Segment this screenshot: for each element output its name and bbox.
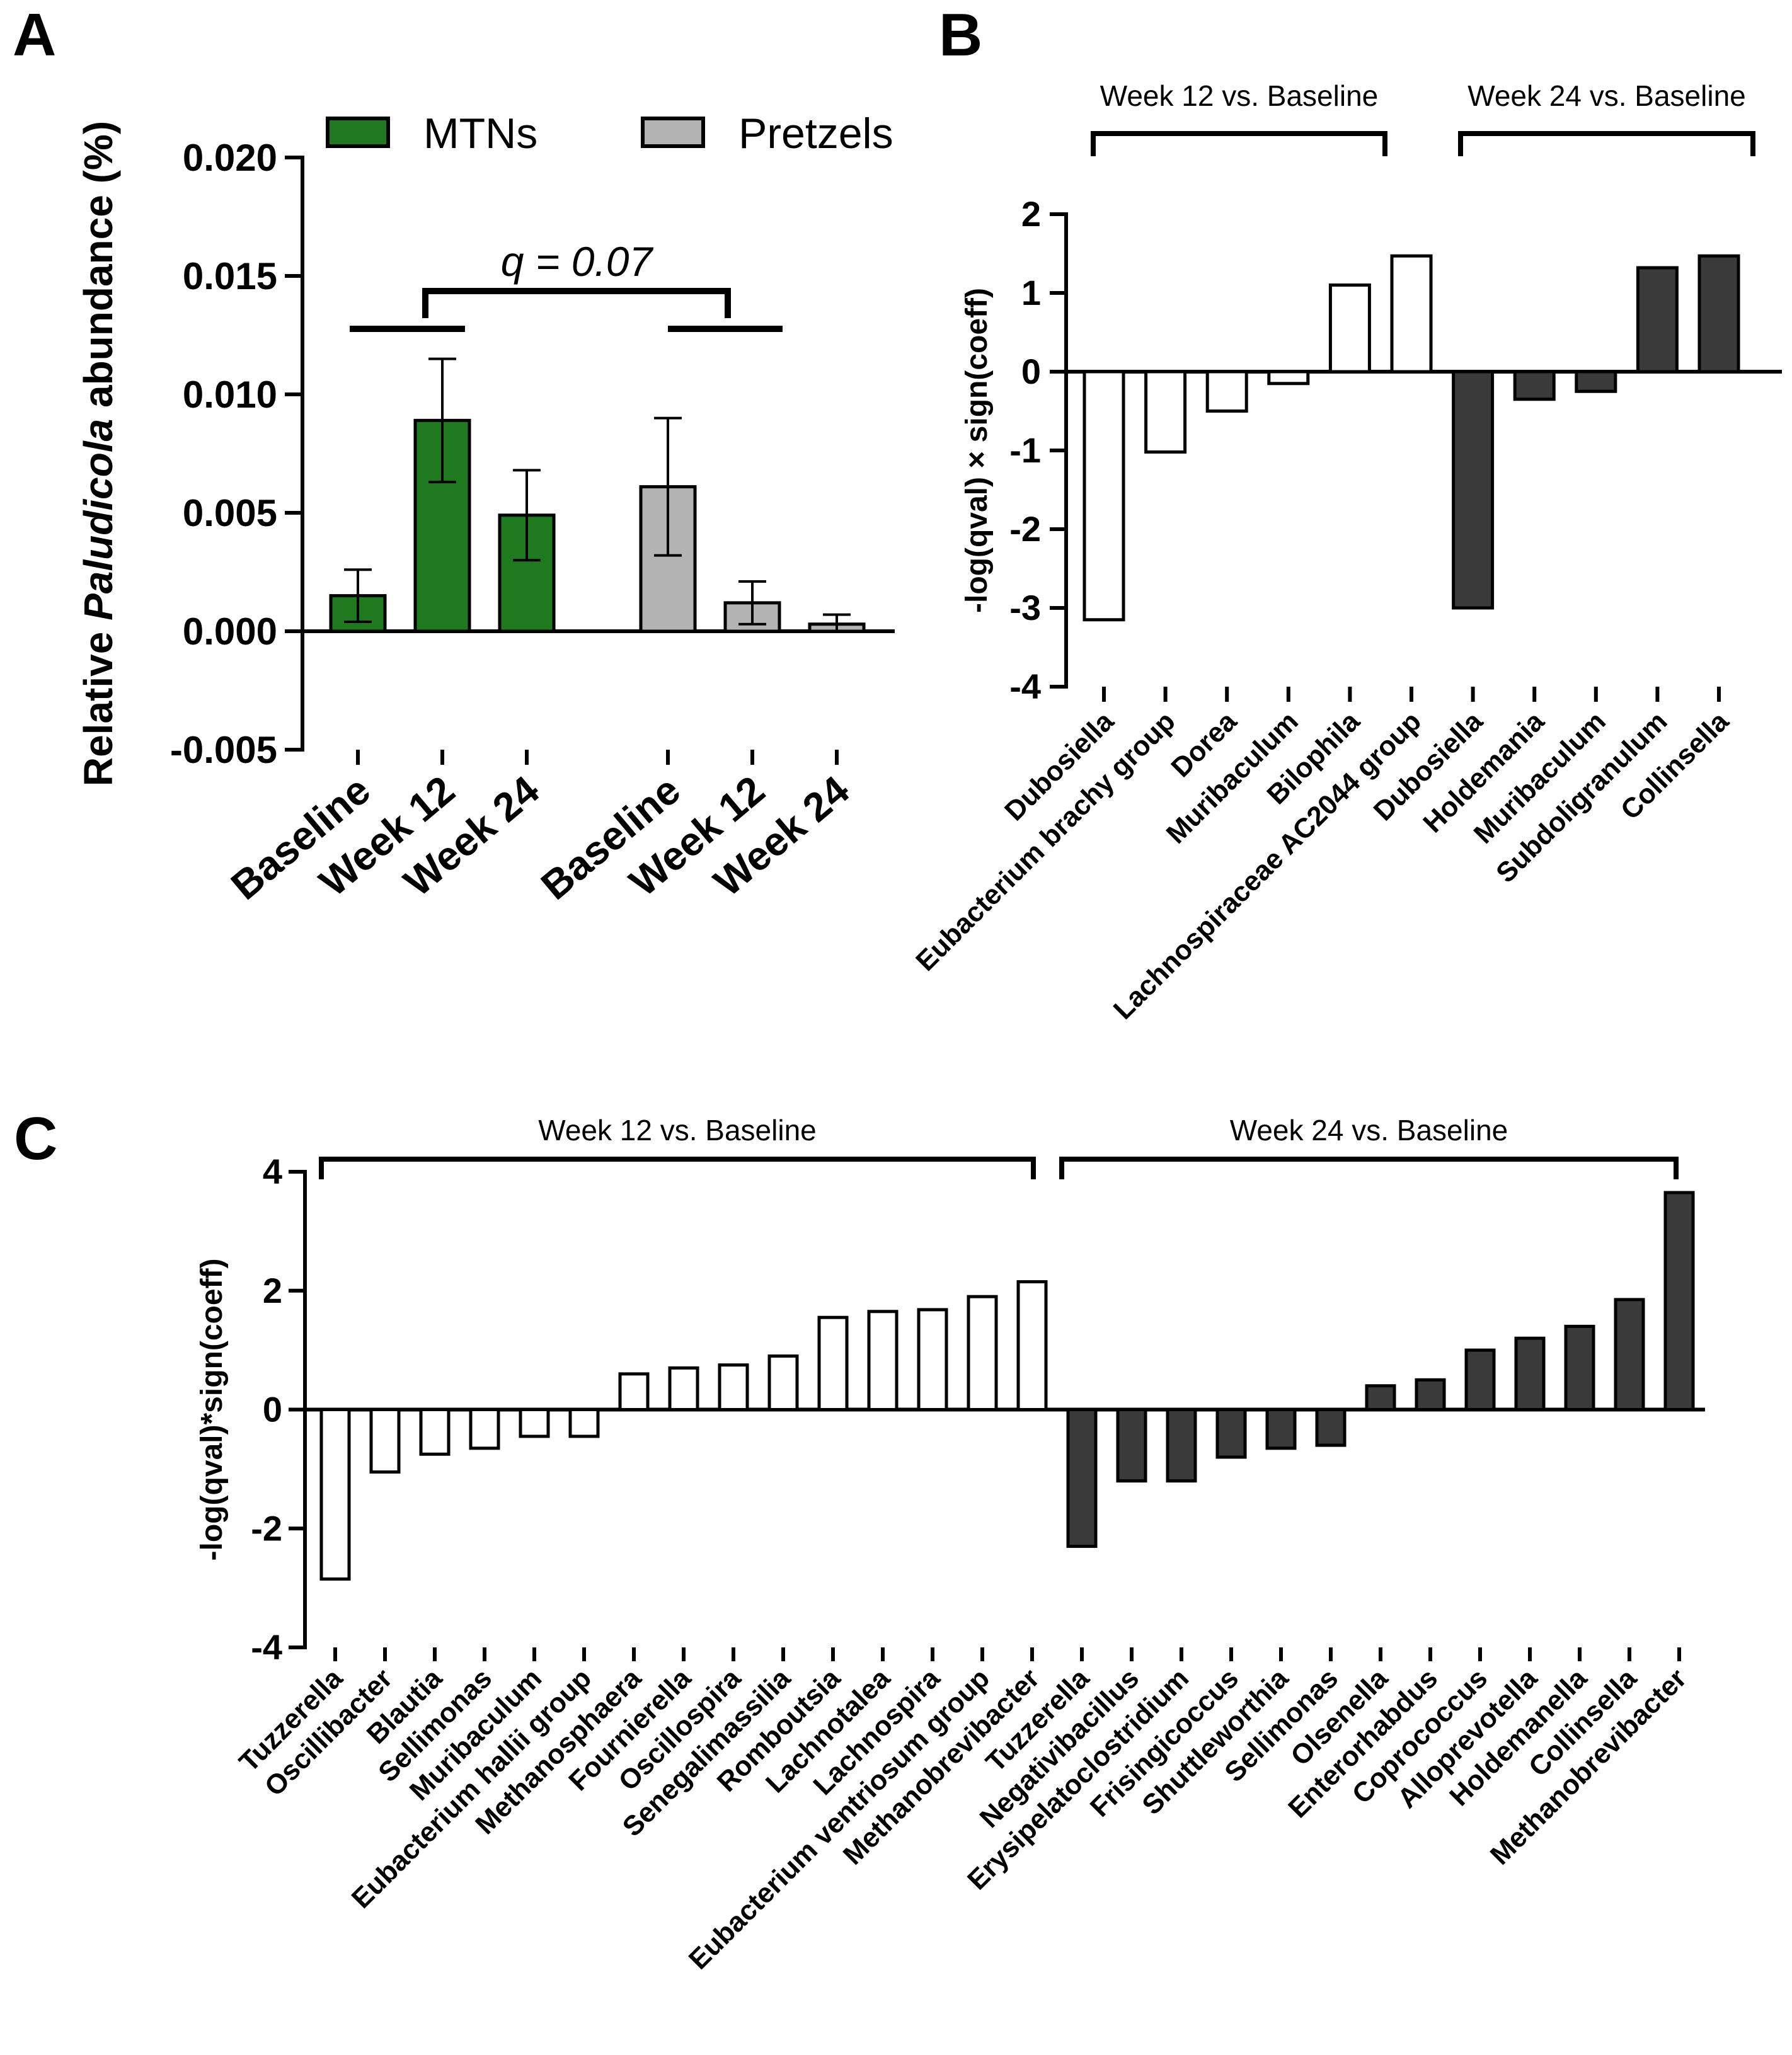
bar-w24-frisingicoccus bbox=[1217, 1410, 1245, 1458]
bar-w12-dorea bbox=[1207, 372, 1246, 411]
y-tick-label: -2 bbox=[1009, 509, 1041, 549]
bar-w24-methanobrevibacter bbox=[1665, 1193, 1693, 1409]
y-tick-label: -4 bbox=[251, 1627, 282, 1667]
bar-w12-dubosiella bbox=[1084, 372, 1123, 620]
comparison-label: Week 12 vs. Baseline bbox=[1100, 79, 1379, 112]
legend-swatch-mtns bbox=[328, 118, 388, 146]
bar-w12-muribaculum bbox=[520, 1410, 548, 1436]
comparison-label: Week 24 vs. Baseline bbox=[1467, 79, 1746, 112]
y-axis-label: -log(qval) × sign(coeff) bbox=[960, 288, 994, 613]
bar-w12-lachnospira bbox=[919, 1310, 946, 1410]
bar-w24-negativibacillus bbox=[1118, 1410, 1146, 1481]
q-value-annotation: q = 0.07 bbox=[501, 238, 654, 285]
bar-w12-methanosphaera bbox=[620, 1374, 648, 1410]
panel-label-c: C bbox=[14, 1105, 57, 1172]
bar-w12-eubacterium-ventriosum-group bbox=[968, 1297, 996, 1409]
figure: A Relative Paludicola abundance (%) -0.005… bbox=[0, 0, 1792, 2055]
y-tick-label: -2 bbox=[251, 1508, 282, 1548]
y-axis-label: Relative Paludicola abundance (%) bbox=[76, 121, 121, 786]
panel-a: A Relative Paludicola abundance (%) -0.005… bbox=[13, 1, 895, 908]
y-axis-label-prefix: Relative bbox=[76, 621, 121, 786]
bar-w24-holdemanella bbox=[1566, 1326, 1594, 1409]
bar-w12-lachnospiraceae-ac2044-group bbox=[1392, 256, 1431, 372]
bar-w12-fournierella bbox=[670, 1368, 698, 1409]
y-axis-label-genus: Paludicola bbox=[76, 419, 121, 621]
y-tick-label: 0.010 bbox=[183, 374, 277, 416]
comparison-bracket bbox=[1062, 1159, 1676, 1179]
bar-w24-dubosiella bbox=[1454, 372, 1493, 608]
bar-w24-enterorhabdus bbox=[1416, 1380, 1444, 1409]
bar-w12-eubacterium-brachy-group bbox=[1146, 372, 1185, 452]
bar-w24-muribaculum bbox=[1577, 372, 1616, 391]
y-axis-label: -log(qval)*sign(coeff) bbox=[195, 1259, 229, 1561]
y-tick-label: 0 bbox=[1021, 352, 1041, 391]
bar-w12-oscillibacter bbox=[371, 1410, 399, 1472]
bar-w12-oscillospira bbox=[720, 1365, 747, 1410]
y-tick-label: 1 bbox=[1021, 273, 1041, 312]
comparison-bracket bbox=[1093, 134, 1385, 156]
y-tick-label: 0.020 bbox=[183, 137, 277, 179]
significance-bracket bbox=[425, 291, 728, 318]
y-tick-label: -1 bbox=[1009, 430, 1041, 470]
y-tick-label: 0.000 bbox=[183, 610, 277, 653]
legend-label-pretzels: Pretzels bbox=[738, 110, 893, 157]
comparison-bracket bbox=[1461, 134, 1753, 156]
panel-c: C-log(qval)*sign(coeff)-4-2024Tuzzerella… bbox=[14, 1105, 1705, 1976]
y-tick-label: -3 bbox=[1009, 588, 1041, 627]
bar-w12-romboutsia bbox=[819, 1317, 847, 1409]
panel-label-b: B bbox=[939, 1, 982, 69]
panel-b: B-log(qval) × sign(coeff)-4-3-2-1012Dubo… bbox=[910, 1, 1782, 1026]
bar-w12-eubacterium-hallii-group bbox=[570, 1410, 598, 1436]
y-tick-label: 0 bbox=[263, 1390, 282, 1429]
bar-w12-blautia bbox=[421, 1410, 449, 1455]
bar-w24-alloprevotella bbox=[1516, 1338, 1544, 1409]
bar-w12-bilophila bbox=[1330, 285, 1369, 372]
comparison-label: Week 24 vs. Baseline bbox=[1230, 1114, 1508, 1147]
y-axis-label-suffix: abundance (%) bbox=[76, 121, 121, 419]
bar-w12-sellimonas bbox=[471, 1410, 498, 1448]
bar-w12-methanobrevibacter bbox=[1018, 1282, 1046, 1410]
y-tick-label: -0.005 bbox=[170, 729, 277, 771]
bar-w24-tuzzerella bbox=[1068, 1410, 1096, 1547]
panel-label-a: A bbox=[13, 1, 56, 69]
bar-w12-lachnotalea bbox=[869, 1312, 897, 1410]
comparison-label: Week 12 vs. Baseline bbox=[538, 1114, 817, 1147]
comparison-bracket bbox=[321, 1159, 1033, 1179]
bar-w12-tuzzerella bbox=[321, 1410, 349, 1579]
bar-w24-collinsella bbox=[1616, 1300, 1643, 1410]
bar-w24-erysipelatoclostridium bbox=[1168, 1410, 1195, 1481]
bar-w24-sellimonas bbox=[1317, 1410, 1345, 1446]
legend-swatch-pretzels bbox=[643, 118, 703, 146]
bar-w24-coprococcus bbox=[1466, 1350, 1494, 1409]
x-category-label: Eubacterium brachy group bbox=[910, 706, 1181, 977]
bar-w12-senegalimassilia bbox=[769, 1356, 797, 1410]
legend-label-mtns: MTNs bbox=[423, 110, 537, 157]
y-tick-label: -4 bbox=[1009, 667, 1041, 706]
bar-w24-holdemania bbox=[1515, 372, 1554, 399]
y-tick-label: 0.005 bbox=[183, 492, 277, 534]
y-tick-label: 4 bbox=[263, 1152, 282, 1191]
bar-w24-collinsella bbox=[1699, 256, 1738, 372]
y-tick-label: 2 bbox=[263, 1271, 282, 1310]
bar-w24-subdoligranulum bbox=[1638, 268, 1677, 372]
y-tick-label: 2 bbox=[1021, 194, 1041, 234]
bar-w24-olsenella bbox=[1367, 1386, 1394, 1410]
y-tick-label: 0.015 bbox=[183, 255, 277, 297]
bar-w24-shuttleworthia bbox=[1267, 1410, 1295, 1448]
bar-w12-muribaculum bbox=[1269, 372, 1308, 384]
